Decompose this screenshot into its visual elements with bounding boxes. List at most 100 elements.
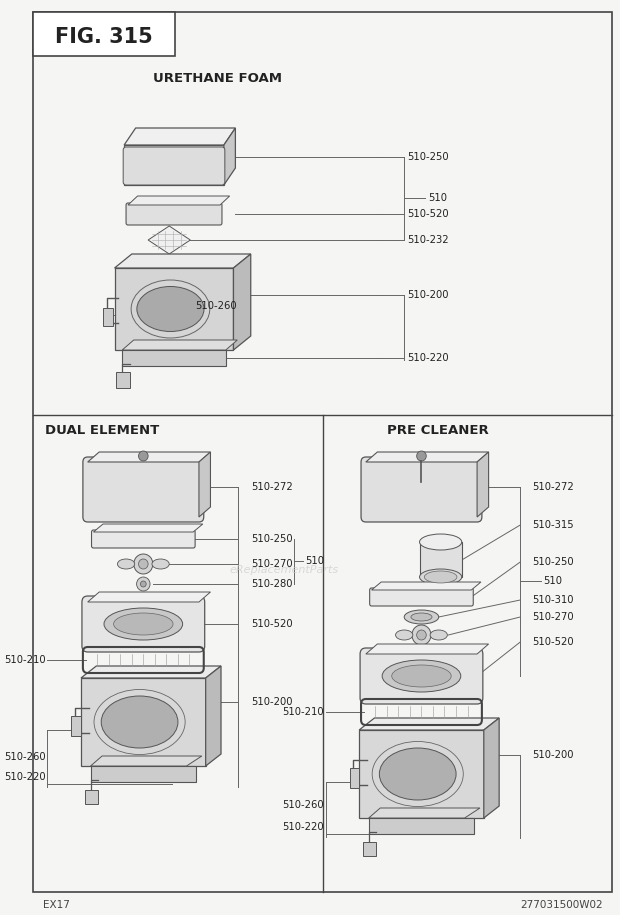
FancyBboxPatch shape [126, 203, 222, 225]
Polygon shape [91, 756, 202, 766]
Ellipse shape [379, 748, 456, 800]
FancyBboxPatch shape [123, 147, 225, 185]
Text: 510: 510 [543, 576, 562, 586]
Ellipse shape [117, 559, 135, 569]
Polygon shape [128, 196, 229, 205]
Ellipse shape [137, 286, 204, 331]
Ellipse shape [113, 613, 173, 635]
FancyBboxPatch shape [370, 588, 473, 606]
Ellipse shape [420, 534, 462, 550]
Circle shape [134, 554, 153, 574]
Polygon shape [224, 128, 236, 185]
Text: 510-232: 510-232 [407, 235, 449, 245]
Text: 510-200: 510-200 [407, 290, 449, 300]
Polygon shape [87, 452, 210, 462]
Polygon shape [148, 226, 190, 254]
Bar [122, 350, 226, 366]
Text: 510-200: 510-200 [532, 750, 574, 760]
Text: 510-210: 510-210 [4, 655, 45, 665]
Circle shape [136, 577, 150, 591]
FancyBboxPatch shape [360, 648, 483, 704]
Circle shape [417, 630, 427, 640]
Polygon shape [124, 128, 236, 145]
Text: 510-250: 510-250 [532, 557, 574, 567]
Bar [85, 790, 98, 804]
FancyBboxPatch shape [83, 457, 204, 522]
Text: 510-220: 510-220 [4, 772, 45, 782]
Text: DUAL ELEMENT: DUAL ELEMENT [45, 424, 159, 436]
Bar [103, 308, 113, 326]
Polygon shape [87, 592, 210, 602]
Bar [117, 372, 130, 388]
Text: 510-220: 510-220 [407, 353, 449, 363]
Polygon shape [206, 666, 221, 766]
Polygon shape [81, 678, 206, 766]
Bar [363, 842, 376, 856]
FancyBboxPatch shape [82, 596, 205, 652]
Ellipse shape [396, 630, 413, 640]
Bar [33, 12, 175, 56]
Ellipse shape [104, 608, 183, 640]
Polygon shape [122, 340, 237, 350]
Circle shape [412, 625, 431, 645]
Bar [71, 716, 81, 736]
Text: 510-260: 510-260 [282, 800, 324, 810]
Ellipse shape [411, 613, 432, 621]
Ellipse shape [152, 559, 169, 569]
FancyBboxPatch shape [361, 457, 482, 522]
Text: EX17: EX17 [43, 900, 69, 910]
Polygon shape [124, 145, 224, 185]
Polygon shape [369, 808, 480, 818]
Polygon shape [94, 524, 203, 532]
Polygon shape [359, 718, 499, 730]
Text: 510-250: 510-250 [250, 534, 293, 544]
Text: 510-272: 510-272 [532, 482, 574, 492]
Circle shape [138, 559, 148, 569]
Circle shape [138, 451, 148, 461]
Text: 510-315: 510-315 [532, 520, 574, 530]
Ellipse shape [382, 660, 461, 692]
Ellipse shape [424, 571, 457, 583]
Polygon shape [420, 542, 462, 577]
Bar [91, 766, 196, 782]
Text: 510-280: 510-280 [250, 579, 292, 589]
Bar [350, 768, 359, 788]
Polygon shape [359, 730, 484, 818]
Polygon shape [366, 452, 489, 462]
Polygon shape [234, 254, 250, 350]
Ellipse shape [101, 696, 178, 748]
Circle shape [417, 451, 427, 461]
Polygon shape [366, 644, 489, 654]
Text: 510-310: 510-310 [532, 595, 574, 605]
Text: 510-220: 510-220 [282, 822, 324, 832]
Text: 510-260: 510-260 [195, 301, 237, 311]
Text: 510-520: 510-520 [407, 209, 449, 219]
Text: 510-520: 510-520 [532, 637, 574, 647]
Ellipse shape [392, 665, 451, 687]
Polygon shape [199, 452, 210, 517]
Text: eReplacementParts: eReplacementParts [230, 565, 339, 575]
Text: 510-250: 510-250 [407, 152, 449, 162]
Text: 277031500W02: 277031500W02 [520, 900, 603, 910]
Text: 510-270: 510-270 [250, 559, 293, 569]
Text: FIG. 315: FIG. 315 [55, 27, 153, 47]
Text: 510-200: 510-200 [250, 697, 292, 707]
Polygon shape [371, 582, 481, 590]
Circle shape [141, 581, 146, 587]
Polygon shape [81, 666, 221, 678]
Polygon shape [115, 268, 234, 350]
Text: 510-272: 510-272 [250, 482, 293, 492]
Polygon shape [115, 254, 250, 268]
Text: 510-260: 510-260 [4, 752, 45, 762]
FancyBboxPatch shape [92, 530, 195, 548]
Text: 510: 510 [428, 193, 447, 203]
Text: 510-270: 510-270 [532, 612, 574, 622]
Text: URETHANE FOAM: URETHANE FOAM [153, 71, 281, 84]
Text: 510-210: 510-210 [282, 707, 324, 717]
Text: PRE CLEANER: PRE CLEANER [387, 424, 489, 436]
Ellipse shape [404, 610, 439, 624]
Text: 510-520: 510-520 [250, 619, 293, 629]
Ellipse shape [430, 630, 448, 640]
Ellipse shape [420, 569, 462, 585]
Bar [369, 818, 474, 834]
